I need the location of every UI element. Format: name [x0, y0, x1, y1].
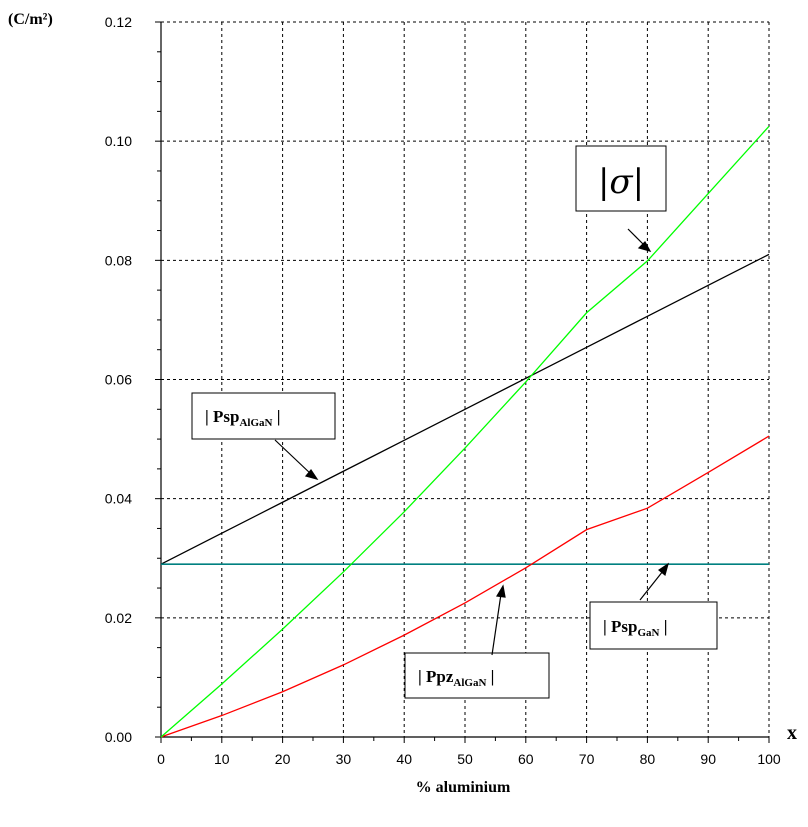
x-tick-label: 80 [640, 751, 656, 767]
annotation-label-sub: AlGaN [453, 677, 486, 689]
svg-text:| PspGaN |: | PspGaN | [603, 617, 667, 639]
annotation-box [589, 601, 718, 650]
x-tick-label: 20 [275, 751, 291, 767]
x-tick-label: 10 [214, 751, 230, 767]
arrow-ppz-algan [491, 593, 502, 656]
annotation-ppz-algan: | PpzAlGaN | [404, 652, 550, 699]
x-axis-label: % aluminium [416, 779, 511, 796]
arrow-sigma [627, 228, 646, 247]
y-tick-label: 0.00 [105, 729, 132, 745]
svg-text:| PpzAlGaN |: | PpzAlGaN | [418, 667, 494, 689]
annotation-label-tail: | [272, 407, 280, 426]
x-tick-label: 100 [757, 751, 781, 767]
x-tick-labels: 0 10 20 30 40 50 60 70 80 90 100 [157, 751, 781, 767]
annotation-label-sub: GaN [637, 627, 659, 639]
x-tick-label: 60 [518, 751, 534, 767]
x-tick-label: 50 [457, 751, 473, 767]
arrow-head [496, 584, 506, 598]
series-line-sigma [160, 125, 770, 738]
arrow-psp-algan [274, 439, 313, 476]
x-tick-label: 40 [396, 751, 412, 767]
x-tick-label: 0 [157, 751, 165, 767]
annotation-label-tail: | [659, 617, 667, 636]
annotation-sigma: |σ| [575, 145, 667, 212]
annotation-box [404, 652, 550, 699]
series-line-psp-algan [160, 253, 770, 565]
annotation-box [575, 145, 667, 212]
y-tick-label: 0.06 [105, 372, 132, 388]
x-tick-label: 30 [336, 751, 352, 767]
arrow-psp-gan [639, 570, 664, 601]
annotation-label-sub: AlGaN [239, 417, 272, 429]
y-tick-label: 0.04 [105, 491, 132, 507]
annotation-label-tail: | [486, 667, 494, 686]
annotation-box [191, 392, 336, 440]
arrow-head [657, 562, 670, 577]
chart-axes [155, 21, 770, 743]
annotation-label-main: | Psp [603, 617, 637, 636]
x-tick-label: 90 [700, 751, 716, 767]
x-axis-tag: x [787, 722, 797, 744]
arrow-head [637, 241, 652, 252]
annotation-label-main: |σ| [598, 162, 644, 202]
svg-text:| PspAlGaN |: | PspAlGaN | [205, 407, 280, 429]
series-line-ppz-algan [160, 435, 770, 738]
y-axis-label: (C/m²) [8, 11, 53, 28]
x-tick-label: 70 [579, 751, 595, 767]
y-tick-label: 0.10 [105, 133, 132, 149]
annotation-psp-algan: | PspAlGaN | [191, 392, 336, 440]
y-tick-label: 0.12 [105, 14, 132, 30]
annotation-label-main: | Ppz [418, 667, 454, 686]
chart-series [160, 125, 770, 738]
arrow-head [304, 468, 319, 481]
annotation-label-main: | Psp [205, 407, 239, 426]
y-tick-labels: 0.00 0.02 0.04 0.06 0.08 0.10 0.12 [105, 14, 132, 745]
annotation-arrows [274, 228, 670, 656]
annotation-psp-gan: | PspGaN | [589, 601, 718, 650]
y-tick-label: 0.02 [105, 610, 132, 626]
y-tick-label: 0.08 [105, 252, 132, 268]
